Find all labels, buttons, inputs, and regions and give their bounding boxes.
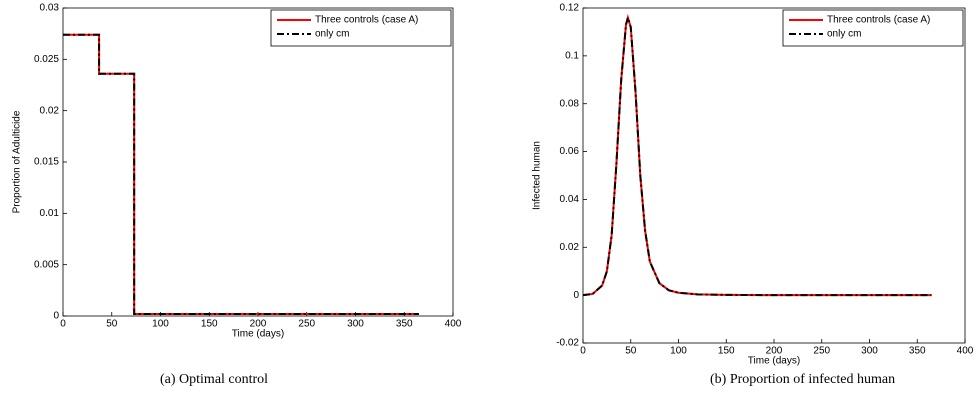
x-tick-label: 150	[201, 319, 218, 330]
y-tick-label: 0.12	[560, 3, 580, 14]
x-axis-label: Time (days)	[748, 356, 800, 367]
x-axis-label: Time (days)	[232, 329, 284, 340]
caption: (b) Proportion of infected human	[710, 372, 895, 387]
y-tick-label: 0.03	[40, 3, 60, 14]
x-tick-label: 350	[909, 346, 926, 357]
y-tick-label: 0	[573, 290, 579, 301]
series-line	[63, 33, 419, 315]
legend-box	[782, 9, 964, 47]
x-tick-label: 300	[347, 319, 364, 330]
series-line	[582, 13, 932, 297]
y-tick-label: 0.04	[560, 194, 580, 205]
legend-label: Three controls (case A)	[827, 15, 930, 26]
y-tick-label: 0.1	[565, 50, 579, 61]
x-tick-label: 100	[670, 346, 687, 357]
y-axis-label: Infected human	[532, 141, 543, 210]
y-tick-label: 0.08	[560, 98, 580, 109]
plot-area	[582, 7, 966, 344]
x-tick-label: 0	[60, 319, 66, 330]
x-tick-label: 250	[298, 319, 315, 330]
legend-label: only cm	[827, 29, 861, 40]
x-tick-label: 350	[396, 319, 413, 330]
y-tick-label: -0.02	[556, 338, 579, 349]
x-tick-label: 150	[718, 346, 735, 357]
caption: (a) Optimal control	[160, 372, 268, 387]
x-tick-label: 50	[106, 319, 118, 330]
legend-box	[270, 9, 452, 47]
y-tick-label: 0.06	[560, 146, 580, 157]
x-tick-label: 100	[152, 319, 169, 330]
y-tick-label: 0.01	[40, 208, 60, 219]
x-tick-label: 0	[580, 346, 586, 357]
x-tick-label: 400	[445, 319, 462, 330]
x-tick-label: 300	[861, 346, 878, 357]
y-tick-label: 0	[53, 311, 59, 322]
x-tick-label: 400	[957, 346, 974, 357]
legend-label: only cm	[315, 29, 349, 40]
x-tick-label: 250	[813, 346, 830, 357]
y-tick-label: 0.015	[34, 157, 59, 168]
x-tick-label: 200	[250, 319, 267, 330]
y-tick-label: 0.005	[34, 259, 59, 270]
plot-area	[62, 7, 454, 317]
x-tick-label: 200	[766, 346, 783, 357]
legend-label: Three controls (case A)	[315, 15, 418, 26]
y-tick-label: 0.02	[40, 105, 60, 116]
x-tick-label: 50	[625, 346, 637, 357]
y-tick-label: 0.025	[34, 54, 59, 65]
y-axis-label: Proportion of Adulticide	[12, 110, 23, 213]
y-tick-label: 0.02	[560, 242, 580, 253]
